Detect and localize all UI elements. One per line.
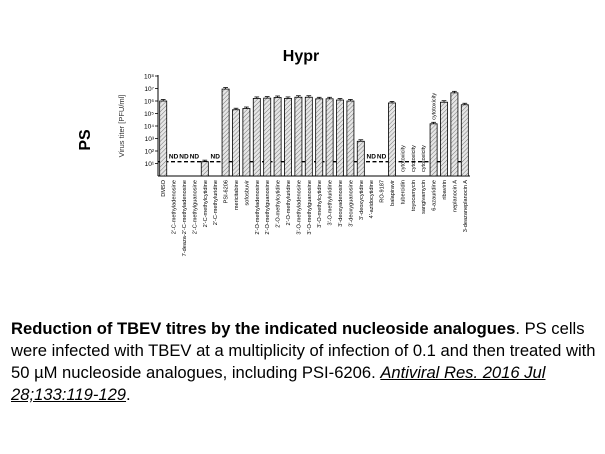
- x-tick-label: 2'-C-methylguanosine: [192, 180, 198, 234]
- bar: [450, 92, 459, 177]
- nd-annotation: ND: [211, 154, 221, 161]
- y-axis-ticks: 10¹ 10² 10³ 10⁴ 10⁵ 10⁶ 10⁷ 10⁸: [144, 74, 158, 168]
- y-tick-label: 10⁸: [144, 74, 154, 81]
- y-tick-label: 10⁶: [144, 99, 154, 106]
- x-tick-label: mericitabine: [234, 180, 240, 210]
- chart-title: Hypr: [283, 48, 319, 65]
- bar: [284, 98, 292, 177]
- x-tick-label: neplanocin A: [452, 180, 458, 212]
- bar-annotations: ND ND ND ND ND ND cytotoxicity cytotoxicity cyto…: [169, 93, 438, 172]
- x-tick-label: RO-9187: [380, 180, 386, 203]
- x-tick-label: 3'-deoxycytidine: [359, 180, 365, 220]
- x-tick-label: 3'-O-methyluridine: [328, 180, 334, 226]
- y-tick-label: 10¹: [145, 161, 155, 168]
- y-tick-label: 10³: [145, 136, 155, 143]
- bar: [325, 98, 334, 177]
- cytotoxicity-annotation: cytotoxicity: [411, 145, 417, 172]
- x-tick-label: 2'-C-methyluridine: [213, 180, 219, 225]
- y-axis-label: Virus titer [PFU/ml]: [117, 95, 126, 158]
- x-tick-label: toyocamycin: [411, 180, 417, 211]
- x-tick-label: 3'-deoxyadenosine: [338, 180, 344, 227]
- bar: [304, 96, 313, 177]
- bar: [388, 102, 396, 177]
- x-tick-label: 3'-O-methyladenosine: [296, 180, 302, 235]
- x-tick-label: DMSO: [161, 179, 167, 196]
- bar: [429, 123, 438, 177]
- x-tick-label: 6-azauridine: [432, 180, 438, 211]
- bar: [252, 98, 261, 177]
- bar: [336, 99, 344, 177]
- bar: [294, 96, 303, 177]
- x-tick-label: 7-deaza-2'-C-methyladenosine: [182, 180, 188, 256]
- cytotoxicity-annotation: cytotoxicity: [432, 93, 438, 120]
- nd-annotation: ND: [377, 154, 387, 161]
- citation-link[interactable]: Antiviral Res. 2016 Jul 28;133:119-129: [11, 363, 546, 404]
- nd-annotation: ND: [169, 154, 179, 161]
- nd-annotation: ND: [179, 154, 189, 161]
- x-tick-label: balapiravir: [390, 180, 396, 206]
- x-tick-label: 2'-C-methylcytidine: [203, 180, 209, 227]
- x-tick-label: 2'-O-methyladenosine: [255, 180, 261, 235]
- bar: [232, 109, 240, 177]
- y-tick-label: 10²: [145, 149, 155, 156]
- caption-end: .: [126, 385, 131, 404]
- cytotoxicity-annotation: cytotoxicity: [421, 145, 427, 172]
- x-tick-label: 3'-O-methylcytidine: [317, 180, 323, 228]
- bar: [273, 97, 282, 177]
- x-tick-label: sofosbuvir: [244, 180, 250, 206]
- x-axis-tick-labels: DMSO 2'-C-methyladenosine 7-deaza-2'-C-met…: [161, 179, 469, 256]
- figure-caption: Reduction of TBEV titres by the indicate…: [11, 318, 599, 406]
- bar: [346, 100, 355, 177]
- bar: [315, 98, 324, 177]
- caption-text: . PS cells were infected with TBEV at a …: [11, 319, 596, 382]
- cytotoxicity-annotation: cytotoxicity: [400, 145, 406, 172]
- bar: [221, 88, 230, 177]
- chart-figure: Hypr PS Virus titer [PFU/ml] 10¹10²10³10…: [77, 48, 470, 256]
- x-tick-label: 2'-C-methyladenosine: [172, 180, 178, 234]
- y-tick-label: 10⁵: [144, 111, 154, 118]
- chart-axes: [157, 75, 470, 177]
- x-tick-label: 3'-deoxyguanosine: [348, 180, 354, 227]
- caption-title: Reduction of TBEV titres by the indicate…: [11, 319, 516, 338]
- panel-label: PS: [77, 129, 94, 151]
- bar: [200, 161, 209, 177]
- x-tick-label: 2'-O-methylcytidine: [276, 180, 282, 228]
- x-tick-label: 2'-O-methylguanosine: [265, 180, 271, 235]
- y-tick-label: 10⁴: [144, 124, 154, 131]
- x-tick-label: tubercidin: [400, 180, 406, 204]
- x-tick-label: sangivamycin: [421, 180, 427, 214]
- nd-annotation: ND: [367, 154, 377, 161]
- bar-series: [159, 87, 469, 177]
- bar: [263, 97, 272, 177]
- bar: [460, 104, 469, 177]
- x-tick-label: 4'-azidocytidine: [369, 180, 375, 218]
- x-tick-label: ribavirin: [442, 180, 448, 200]
- x-tick-label: 3'-O-methylguanosine: [307, 180, 313, 235]
- nd-annotation: ND: [190, 154, 200, 161]
- x-tick-label: PSI-6206: [224, 180, 230, 203]
- bar: [242, 108, 251, 177]
- bar: [440, 101, 448, 177]
- bar: [356, 140, 365, 177]
- x-tick-label: 3-deazaneplanocin A: [463, 180, 469, 233]
- bar: [159, 100, 168, 177]
- x-tick-label: 2'-O-methyluridine: [286, 180, 292, 226]
- y-tick-label: 10⁷: [144, 86, 154, 93]
